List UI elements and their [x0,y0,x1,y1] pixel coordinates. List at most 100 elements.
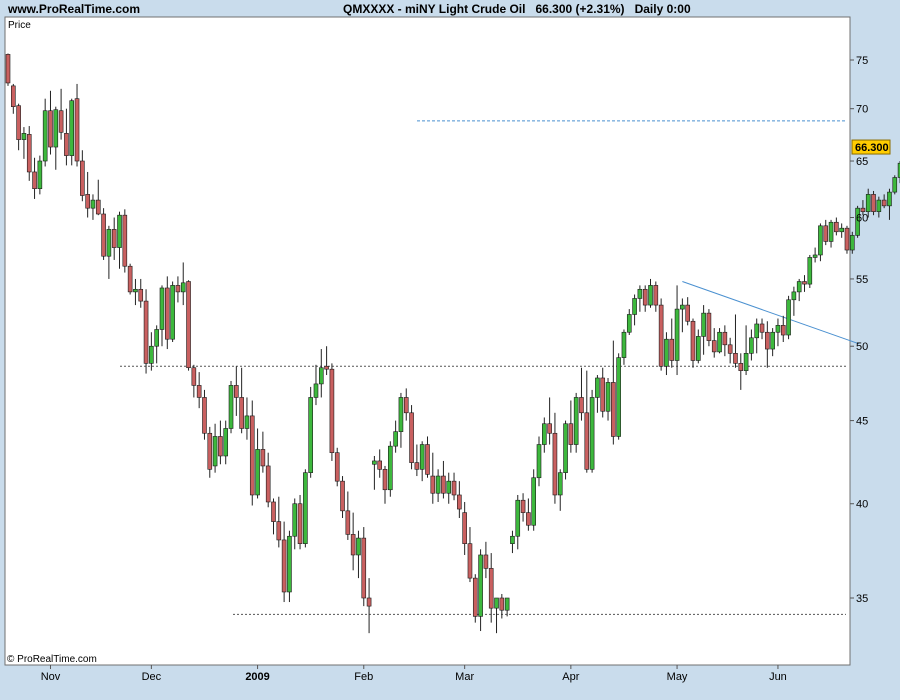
candle[interactable] [244,397,250,440]
candle[interactable] [292,498,298,550]
candle[interactable] [308,386,313,478]
candle[interactable] [711,328,717,358]
candle[interactable] [377,449,383,478]
candle[interactable] [515,494,521,550]
candle[interactable] [796,278,802,302]
candle[interactable] [488,553,494,623]
candle[interactable] [265,452,271,508]
candle[interactable] [122,209,128,273]
site-name[interactable]: www.ProRealTime.com [8,2,141,16]
candle[interactable] [430,452,436,504]
candle[interactable] [685,297,690,326]
candle[interactable] [303,469,308,548]
candle[interactable] [552,412,558,504]
candle[interactable] [80,150,85,202]
candle[interactable] [733,314,738,368]
candle[interactable] [64,108,69,166]
candle[interactable] [584,370,590,473]
candle[interactable] [313,364,319,406]
candle[interactable] [249,400,255,506]
candle[interactable] [600,367,606,418]
candle[interactable] [170,281,175,342]
candle[interactable] [621,329,627,365]
candle[interactable] [414,444,420,477]
candle[interactable] [759,318,765,340]
candle[interactable] [483,541,489,579]
candle[interactable] [717,328,722,354]
candle[interactable] [472,574,478,623]
candle[interactable] [159,285,165,347]
candle[interactable] [504,597,510,617]
candle[interactable] [26,126,32,181]
candle[interactable] [58,88,64,140]
candle[interactable] [807,254,813,288]
candle[interactable] [786,295,791,340]
candle[interactable] [743,325,749,376]
candle[interactable] [85,171,90,218]
candle[interactable] [876,196,882,218]
candle[interactable] [557,469,563,511]
candle[interactable] [297,494,303,550]
candle[interactable] [881,194,887,209]
candle[interactable] [451,472,457,501]
candle[interactable] [605,377,611,421]
candle[interactable] [446,472,452,504]
candle[interactable] [834,217,839,236]
candle[interactable] [849,231,855,254]
candle[interactable] [117,211,122,269]
candle[interactable] [563,420,568,480]
candle[interactable] [111,217,117,260]
candle[interactable] [403,388,409,421]
candle[interactable] [637,285,643,312]
candle[interactable] [382,465,388,504]
candle[interactable] [255,428,260,499]
candle[interactable] [457,481,462,519]
candle[interactable] [143,289,149,374]
candle[interactable] [212,423,218,473]
candle[interactable] [648,278,653,308]
candle[interactable] [616,353,621,440]
candle[interactable] [149,332,154,371]
candle[interactable] [664,332,669,376]
candle[interactable] [510,530,515,554]
candle[interactable] [865,188,871,218]
candle[interactable] [228,380,234,434]
candle[interactable] [818,223,823,262]
candle[interactable] [175,276,181,303]
candle[interactable] [372,455,377,490]
candle[interactable] [74,83,80,167]
candle[interactable] [632,294,637,326]
candle[interactable] [780,315,786,342]
candle[interactable] [855,205,860,238]
candle[interactable] [770,328,775,357]
candle[interactable] [462,501,467,555]
candle[interactable] [324,346,329,376]
candle[interactable] [589,389,595,473]
candle[interactable] [478,549,483,632]
candle[interactable] [892,175,898,195]
candle[interactable] [669,318,675,368]
candle[interactable] [329,363,335,461]
candle[interactable] [765,321,770,368]
candle[interactable] [138,278,144,308]
candle[interactable] [260,431,266,473]
candle[interactable] [812,247,818,263]
candle[interactable] [202,389,207,440]
candle[interactable] [388,441,393,497]
candle[interactable] [218,420,223,465]
candle[interactable] [409,405,414,470]
candle[interactable] [37,155,43,195]
candle[interactable] [106,225,112,279]
candle[interactable] [653,281,659,312]
candle[interactable] [674,285,680,376]
candle[interactable] [494,597,499,634]
candle[interactable] [345,491,351,540]
candle[interactable] [16,103,21,151]
candle[interactable] [180,262,186,306]
candle[interactable] [727,337,733,364]
candle[interactable] [21,127,27,159]
candle[interactable] [839,223,844,238]
candle[interactable] [366,578,372,634]
candle[interactable] [95,179,101,216]
